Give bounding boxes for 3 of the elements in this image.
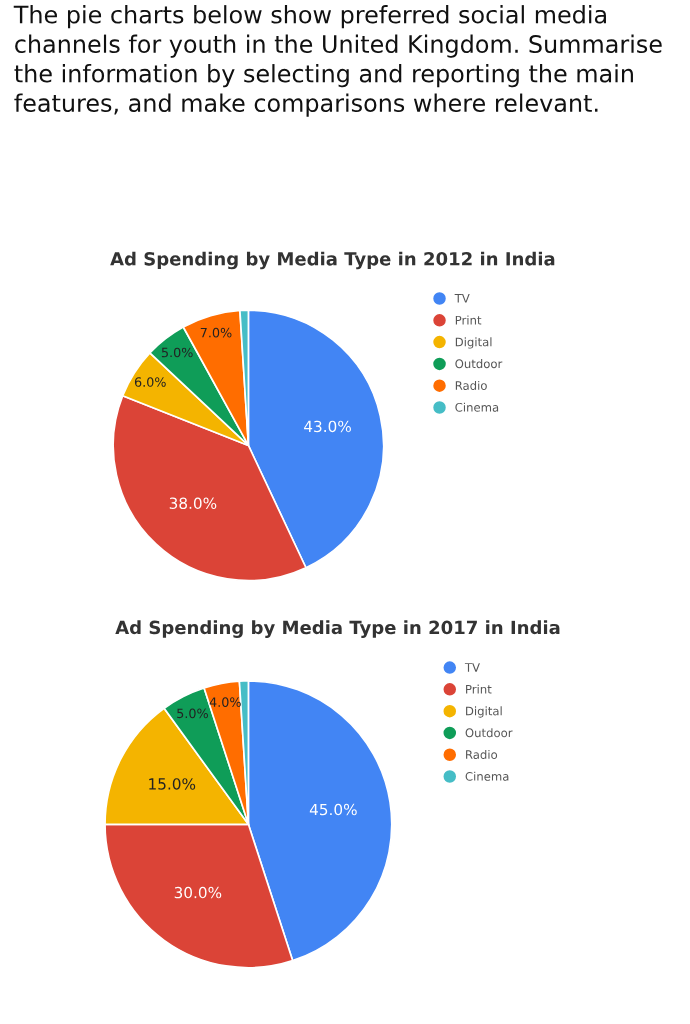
chart-title: Ad Spending by Media Type in 2017 in India bbox=[115, 620, 560, 638]
text: The pie charts below show preferred social media channels for youth in the United Kingdom. Summarise the information by selecting and reporting the main features, and make comparisons where relevant. bbox=[13, 5, 662, 117]
chart-title: Ad Spending by Media Type in 2012 in India bbox=[110, 251, 555, 270]
